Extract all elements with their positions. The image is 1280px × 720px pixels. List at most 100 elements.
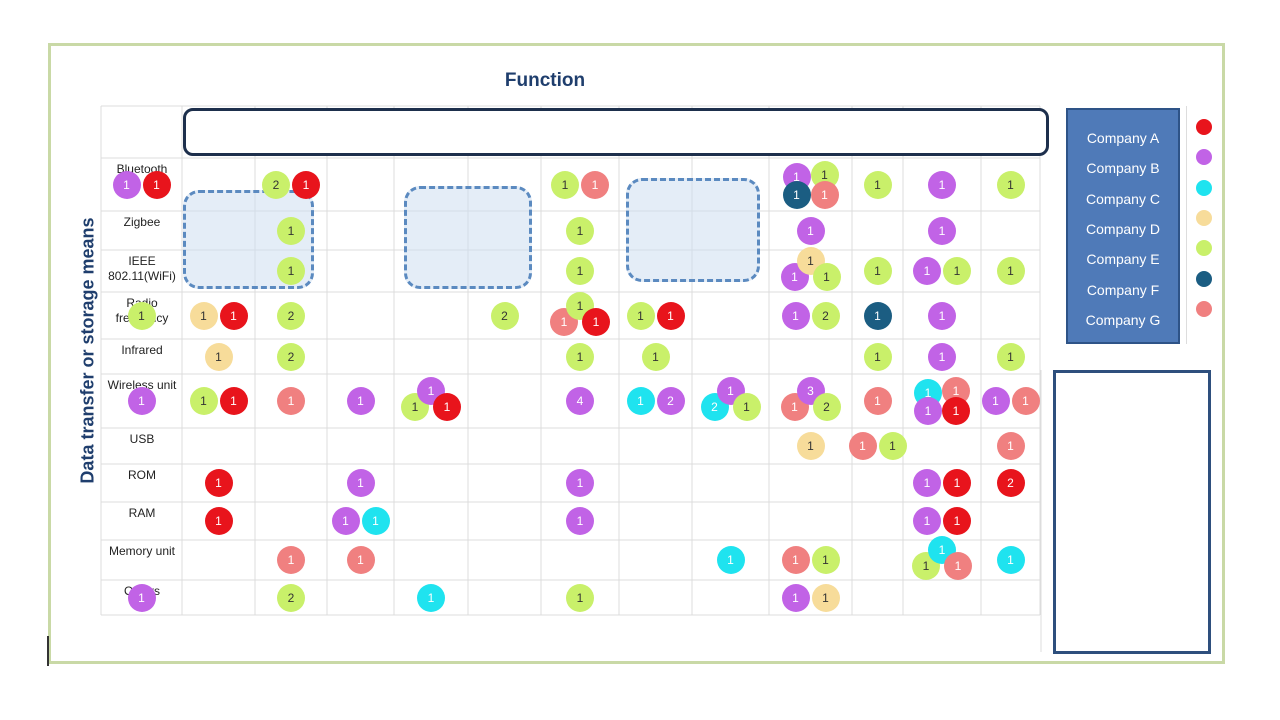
legend-swatch — [1196, 180, 1212, 196]
company-b-bubble: 1 — [914, 397, 942, 425]
legend-swatch — [1196, 240, 1212, 256]
company-b-bubble: 1 — [128, 387, 156, 415]
company-b-bubble: 1 — [347, 387, 375, 415]
row-label: RAM — [104, 506, 180, 521]
company-e-bubble: 2 — [277, 343, 305, 371]
company-g-bubble: 1 — [277, 546, 305, 574]
company-e-bubble: 2 — [491, 302, 519, 330]
company-a-bubble: 1 — [582, 308, 610, 336]
company-e-bubble: 1 — [943, 257, 971, 285]
legend-swatch — [1196, 149, 1212, 165]
row-label: Memory unit — [104, 544, 180, 559]
legend-swatch — [1196, 271, 1212, 287]
company-e-bubble: 2 — [277, 584, 305, 612]
company-e-bubble: 1 — [277, 257, 305, 285]
company-c-bubble: 1 — [362, 507, 390, 535]
company-a-bubble: 1 — [943, 469, 971, 497]
company-g-bubble: 1 — [944, 552, 972, 580]
company-g-bubble: 1 — [782, 546, 810, 574]
company-e-bubble: 2 — [277, 302, 305, 330]
company-b-bubble: 1 — [332, 507, 360, 535]
company-b-bubble: 2 — [657, 387, 685, 415]
company-g-bubble: 1 — [1012, 387, 1040, 415]
company-b-bubble: 1 — [782, 302, 810, 330]
company-g-bubble: 1 — [997, 432, 1025, 460]
company-e-bubble: 1 — [190, 387, 218, 415]
company-e-bubble: 1 — [566, 217, 594, 245]
company-a-bubble: 1 — [292, 171, 320, 199]
company-b-bubble: 1 — [928, 217, 956, 245]
company-e-bubble: 1 — [864, 343, 892, 371]
company-a-bubble: 1 — [205, 507, 233, 535]
company-e-bubble: 1 — [551, 171, 579, 199]
company-g-bubble: 1 — [581, 171, 609, 199]
company-e-bubble: 2 — [262, 171, 290, 199]
legend-label: Company E — [1068, 251, 1178, 267]
company-e-bubble: 1 — [566, 257, 594, 285]
legend-label: Company A — [1068, 130, 1178, 146]
company-e-bubble: 1 — [864, 171, 892, 199]
function-header-box — [183, 108, 1049, 156]
company-e-bubble: 1 — [566, 343, 594, 371]
legend-swatch — [1196, 210, 1212, 226]
company-e-bubble: 1 — [812, 546, 840, 574]
company-a-bubble: 1 — [205, 469, 233, 497]
company-d-bubble: 1 — [205, 343, 233, 371]
legend-label: Company D — [1068, 221, 1178, 237]
company-a-bubble: 1 — [220, 302, 248, 330]
company-a-bubble: 1 — [433, 393, 461, 421]
company-g-bubble: 1 — [347, 546, 375, 574]
company-e-bubble: 1 — [997, 257, 1025, 285]
legend-swatch — [1196, 119, 1212, 135]
company-a-bubble: 2 — [997, 469, 1025, 497]
company-a-bubble: 1 — [943, 507, 971, 535]
company-b-bubble: 1 — [928, 302, 956, 330]
company-g-bubble: 1 — [864, 387, 892, 415]
company-c-bubble: 1 — [997, 546, 1025, 574]
row-label: Bluetooth — [104, 162, 180, 177]
company-e-bubble: 1 — [813, 263, 841, 291]
company-e-bubble: 1 — [627, 302, 655, 330]
row-label: ROM — [104, 468, 180, 483]
company-a-bubble: 1 — [942, 397, 970, 425]
row-label: Infrared — [104, 343, 180, 358]
company-b-bubble: 1 — [347, 469, 375, 497]
company-g-bubble: 1 — [811, 181, 839, 209]
company-e-bubble: 1 — [864, 257, 892, 285]
company-g-bubble: 1 — [849, 432, 877, 460]
company-e-bubble: 1 — [128, 302, 156, 330]
legend-label: Company B — [1068, 160, 1178, 176]
company-b-bubble: 1 — [928, 343, 956, 371]
company-e-bubble: 2 — [813, 393, 841, 421]
company-a-bubble: 1 — [143, 171, 171, 199]
legend-swatches — [1186, 106, 1225, 344]
company-e-bubble: 1 — [277, 217, 305, 245]
company-b-bubble: 1 — [913, 507, 941, 535]
company-c-bubble: 1 — [417, 584, 445, 612]
company-e-bubble: 1 — [566, 584, 594, 612]
row-label: Zigbee — [104, 215, 180, 230]
company-b-bubble: 1 — [982, 387, 1010, 415]
company-e-bubble: 1 — [733, 393, 761, 421]
company-b-bubble: 1 — [928, 171, 956, 199]
row-label: IEEE 802.11(WiFi) — [104, 254, 180, 284]
company-b-bubble: 1 — [797, 217, 825, 245]
company-b-bubble: 1 — [113, 171, 141, 199]
company-d-bubble: 1 — [797, 432, 825, 460]
blank-notes-box — [1053, 370, 1211, 654]
company-e-bubble: 1 — [879, 432, 907, 460]
company-e-bubble: 1 — [642, 343, 670, 371]
company-d-bubble: 1 — [812, 584, 840, 612]
company-g-bubble: 1 — [277, 387, 305, 415]
company-b-bubble: 1 — [128, 584, 156, 612]
placeholder-region-3 — [626, 178, 760, 282]
company-e-bubble: 2 — [812, 302, 840, 330]
company-b-bubble: 1 — [913, 469, 941, 497]
legend-label: Company F — [1068, 282, 1178, 298]
company-b-bubble: 1 — [566, 469, 594, 497]
company-e-bubble: 1 — [997, 343, 1025, 371]
company-legend: Company ACompany BCompany CCompany DComp… — [1066, 108, 1180, 344]
company-b-bubble: 1 — [566, 507, 594, 535]
company-b-bubble: 1 — [782, 584, 810, 612]
legend-swatch — [1196, 301, 1212, 317]
